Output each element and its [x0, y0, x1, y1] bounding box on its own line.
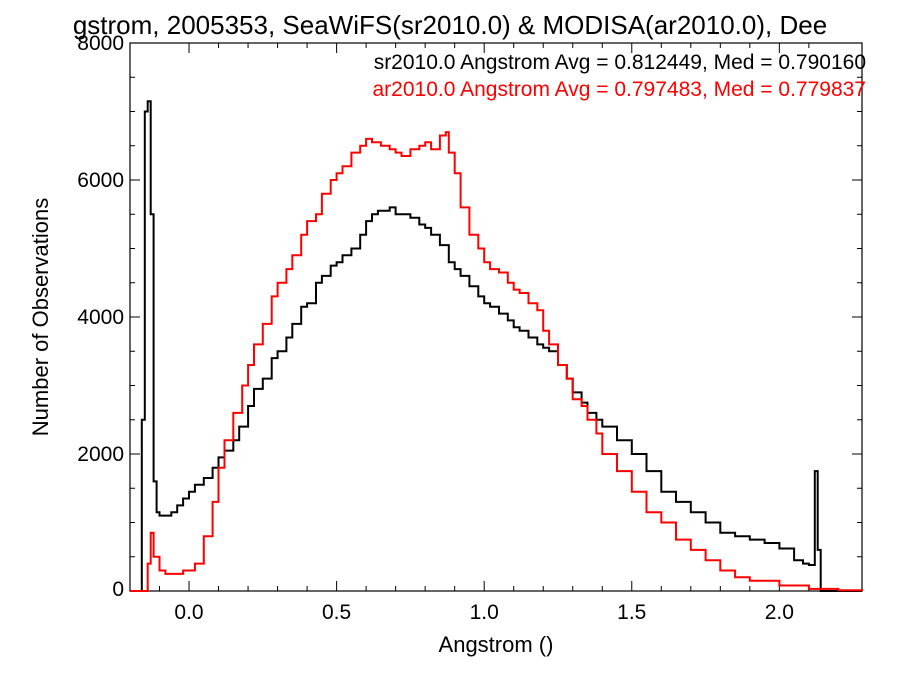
- y-tick-label: 2000: [77, 443, 124, 466]
- data-series: [130, 100, 863, 592]
- y-tick-label: 8000: [77, 32, 124, 55]
- y-tick-label: 4000: [77, 306, 124, 329]
- series-line-2: [130, 131, 863, 592]
- plot-frame: [129, 42, 863, 592]
- legend-entry-1: sr2010.0 Angstrom Avg = 0.812449, Med = …: [374, 51, 866, 74]
- axes: 0.0 0.5 1.0 1.5 2.0 0 2000 4000 6000 8000: [77, 32, 863, 624]
- y-axis-label: Number of Observations: [28, 198, 53, 436]
- x-axis-label: Angstrom (): [439, 632, 554, 657]
- series-line-1: [130, 100, 862, 592]
- x-tick-label: 1.0: [470, 601, 499, 624]
- legend: sr2010.0 Angstrom Avg = 0.812449, Med = …: [373, 51, 867, 101]
- chart-title: gstrom, 2005353, SeaWiFS(sr2010.0) & MOD…: [73, 10, 827, 40]
- x-tick-label: 0.5: [322, 601, 351, 624]
- y-tick-label: 6000: [77, 169, 124, 192]
- legend-entry-2: ar2010.0 Angstrom Avg = 0.797483, Med = …: [373, 78, 867, 101]
- x-tick-label: 0.0: [174, 601, 203, 624]
- x-tick-label: 1.5: [617, 601, 646, 624]
- y-tick-label: 0: [112, 578, 124, 601]
- x-tick-label: 2.0: [765, 601, 794, 624]
